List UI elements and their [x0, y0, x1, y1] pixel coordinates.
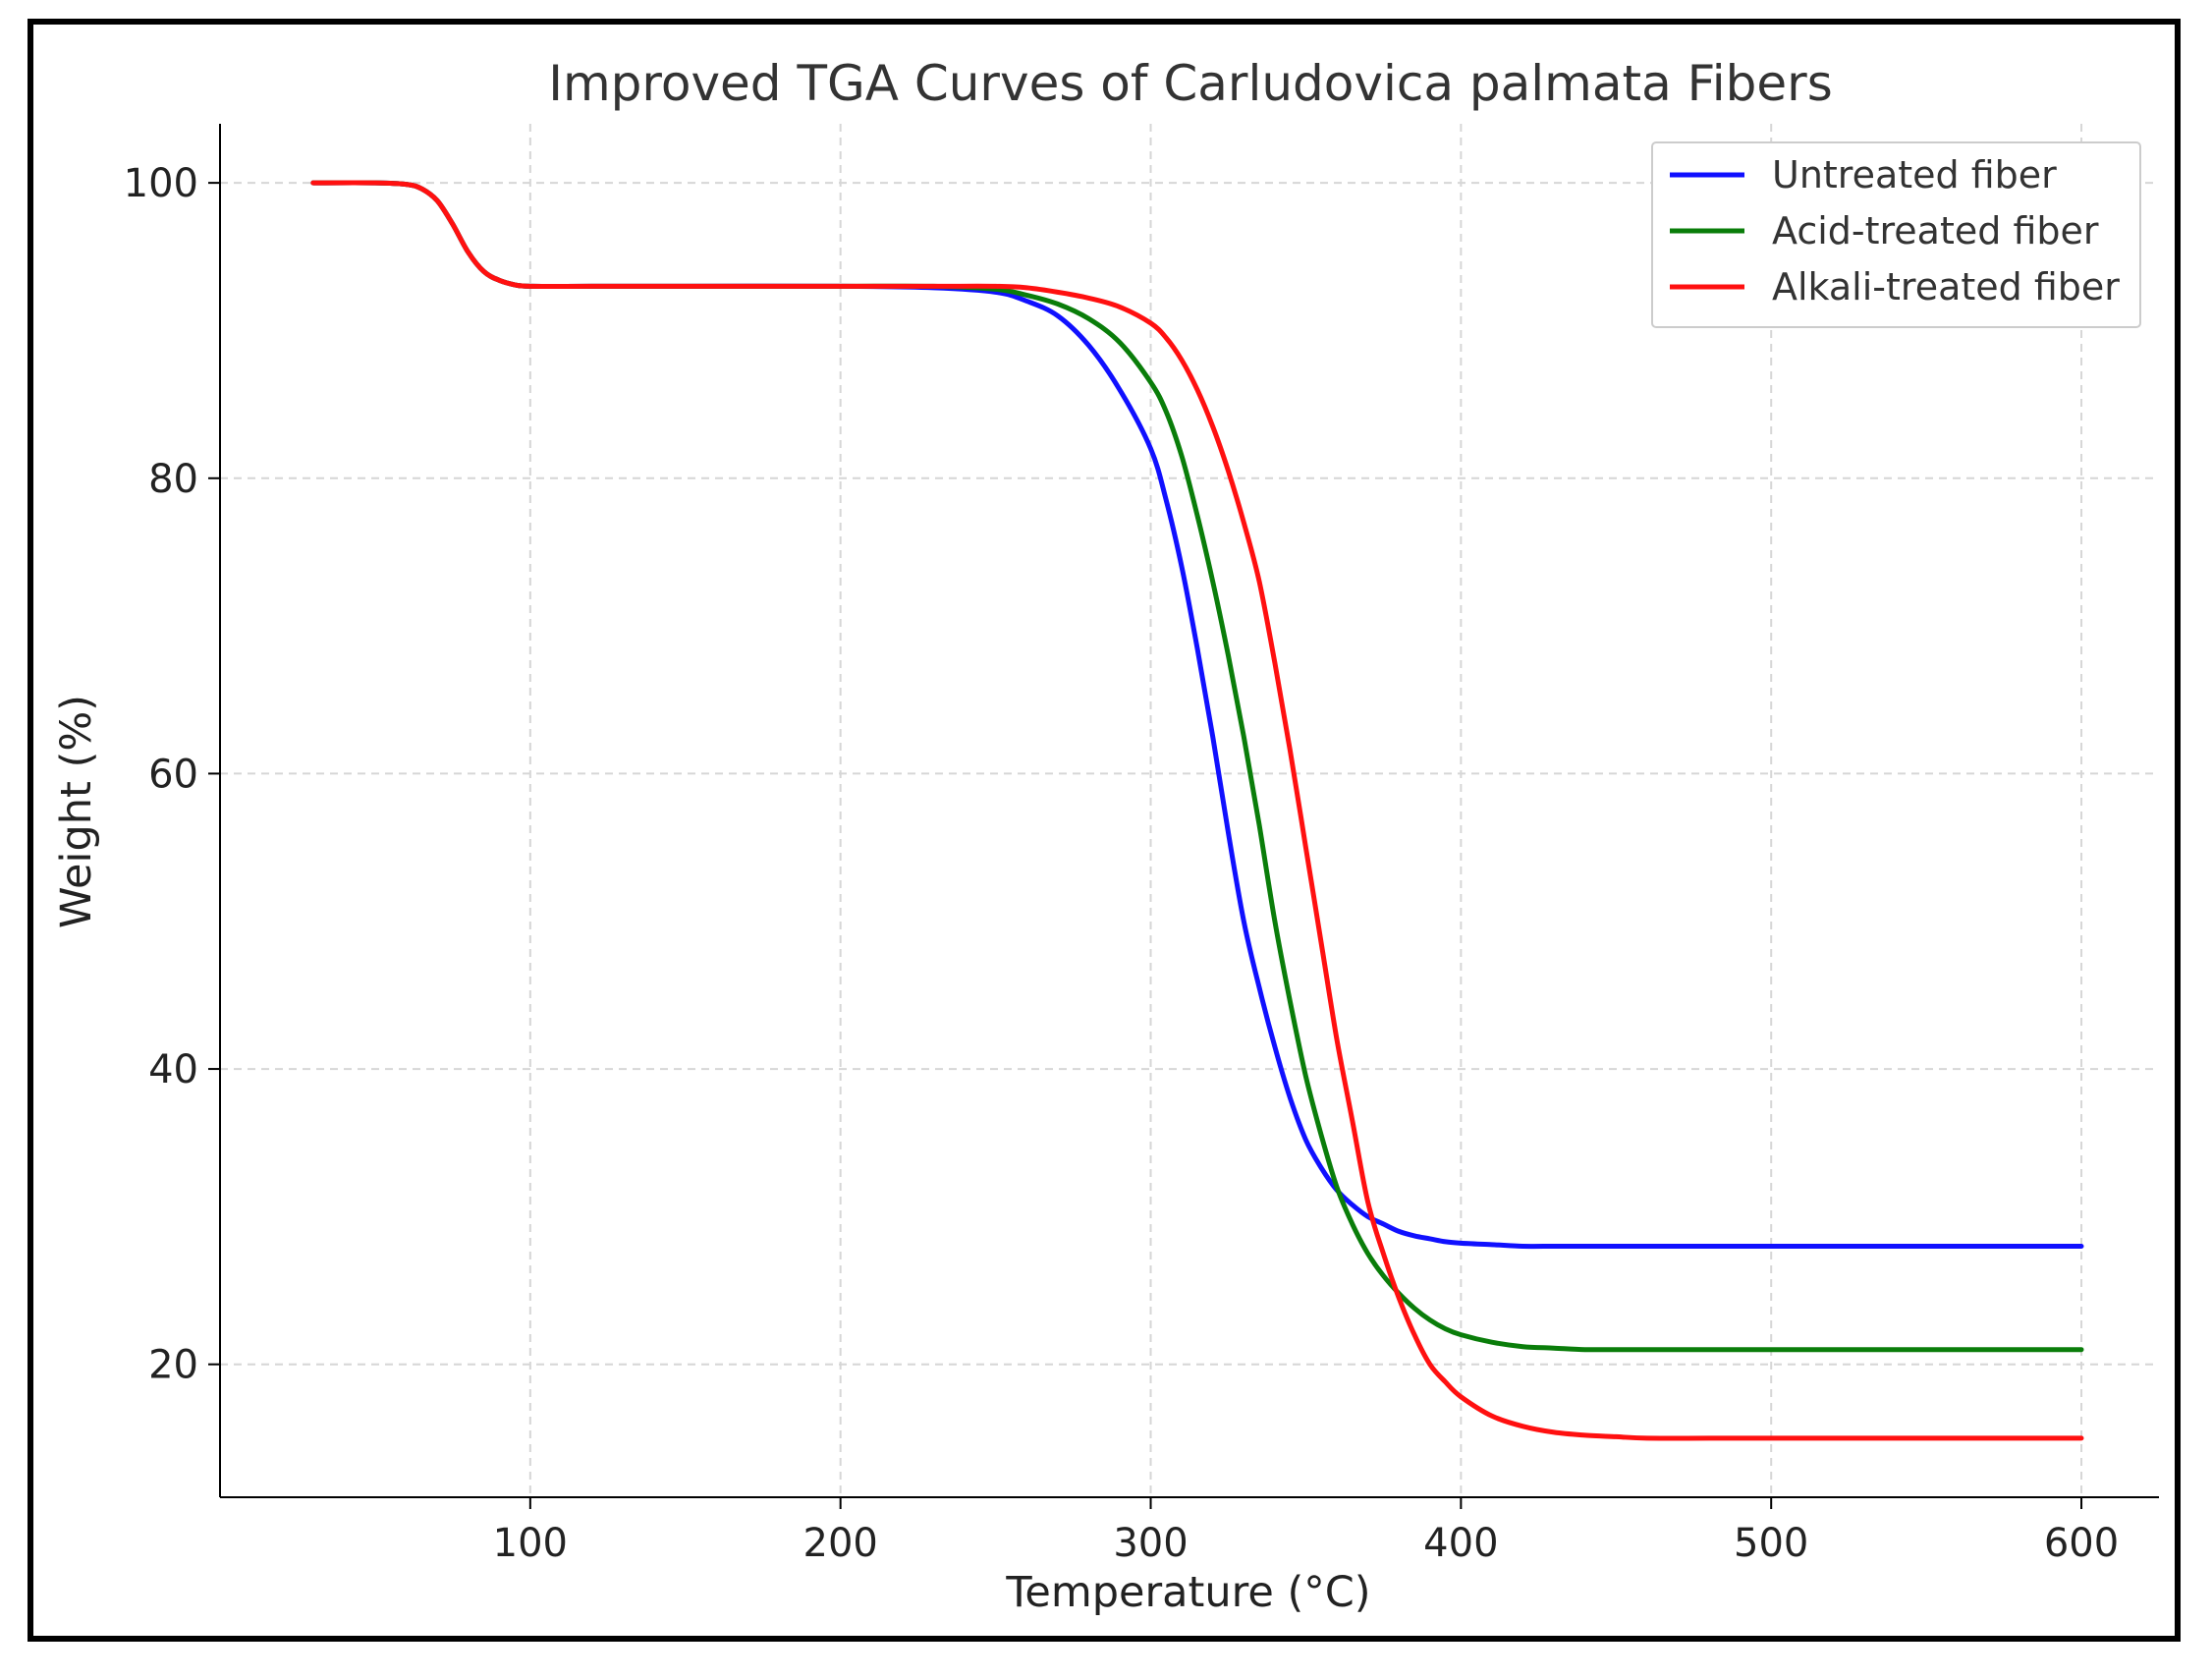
y-tick-label: 60 — [148, 752, 198, 797]
y-tick-label: 40 — [148, 1047, 198, 1092]
x-tick-label: 200 — [803, 1521, 878, 1566]
x-axis-label: Temperature (°C) — [1005, 1568, 1370, 1617]
y-axis-label: Weight (%) — [52, 695, 101, 928]
y-tick-label: 100 — [124, 161, 198, 206]
series-lines — [310, 180, 2084, 1441]
x-tick-label: 500 — [1734, 1521, 1808, 1566]
x-ticks: 100 200 300 400 500 600 — [493, 1497, 2119, 1566]
y-ticks: 20 40 60 80 100 — [124, 161, 220, 1388]
legend-label-acid-treated-fiber: Acid-treated fiber — [1772, 209, 2099, 252]
x-tick-label: 400 — [1423, 1521, 1498, 1566]
y-tick-label: 80 — [148, 457, 198, 502]
legend-label-untreated-fiber: Untreated fiber — [1772, 153, 2057, 196]
legend: Untreated fiber Acid-treated fiber Alkali-… — [1651, 141, 2141, 328]
y-tick-label: 20 — [148, 1343, 198, 1388]
axes — [219, 124, 2159, 1498]
legend-label-alkali-treated-fiber: Alkali-treated fiber — [1772, 265, 2120, 308]
x-tick-label: 300 — [1113, 1521, 1188, 1566]
grid — [220, 124, 2159, 1497]
series-line-alkali-treated-fiber — [310, 180, 2084, 1441]
series-line-untreated-fiber — [310, 180, 2084, 1250]
series-line-acid-treated-fiber — [310, 180, 2084, 1353]
x-tick-label: 100 — [493, 1521, 568, 1566]
chart-title: Improved TGA Curves of Carludovica palma… — [548, 55, 1833, 112]
legend-box — [1651, 141, 2141, 328]
x-tick-label: 600 — [2044, 1521, 2119, 1566]
